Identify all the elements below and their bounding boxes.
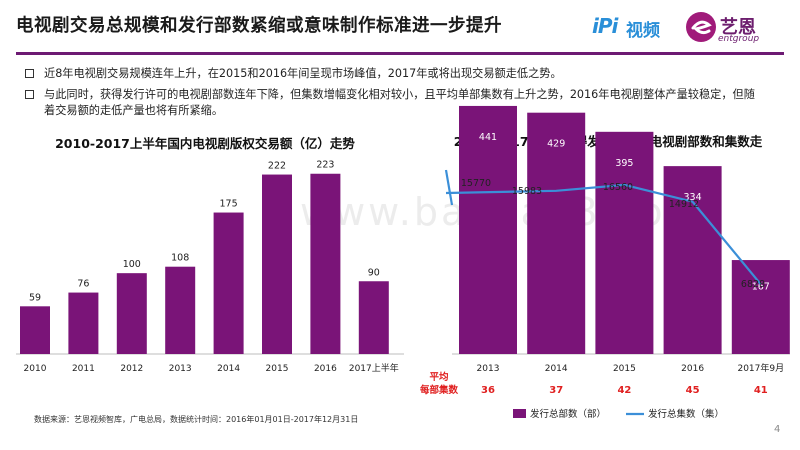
bullet-list: 近8年电视剧交易规模连年上升，在2015和2016年间呈现市场峰值，2017年或… xyxy=(25,66,764,124)
page-number: 4 xyxy=(774,424,781,435)
bar-data-label: 59 xyxy=(29,292,41,303)
brand-logo: iPi 视频 艺恩 entgroup xyxy=(592,8,792,48)
x-tick-label: 2015 xyxy=(266,364,289,374)
bar xyxy=(165,266,196,354)
x-tick-label: 2010 xyxy=(24,364,47,374)
bar-data-label: 76 xyxy=(77,279,89,290)
page-title: 电视剧交易总规模和发行部数紧缩或意味制作标准进一步提升 xyxy=(16,16,502,36)
line-data-label: 15983 xyxy=(512,186,542,197)
bar xyxy=(731,260,790,354)
bar-data-label: 395 xyxy=(615,158,633,169)
header-divider xyxy=(16,52,784,55)
bullet-item: 近8年电视剧交易规模连年上升，在2015和2016年间呈现市场峰值，2017年或… xyxy=(25,66,764,82)
line-data-label: 16560 xyxy=(603,182,633,193)
series-line-lead xyxy=(444,169,454,206)
avg-value: 42 xyxy=(617,385,631,396)
bar-data-label: 334 xyxy=(684,192,702,203)
logo-ipi-text: iPi xyxy=(592,14,618,38)
bar xyxy=(20,306,50,354)
bar xyxy=(358,281,389,354)
bar-data-label: 90 xyxy=(368,267,380,278)
x-tick-label: 2014 xyxy=(217,364,240,374)
avg-value: 37 xyxy=(549,385,563,396)
bar-data-label: 175 xyxy=(220,199,238,210)
legend-bar-swatch xyxy=(513,409,526,418)
line-data-label: 15770 xyxy=(461,178,491,189)
logo-sub-text: entgroup xyxy=(718,34,760,44)
logo-name-text: 艺恩 xyxy=(720,17,756,38)
x-tick-label: 2013 xyxy=(169,364,192,374)
logo-video-text: 视频 xyxy=(626,21,660,41)
bar xyxy=(595,131,654,354)
bullet-square-icon xyxy=(25,69,34,78)
bullet-item: 与此同时，获得发行许可的电视剧部数连年下降，但集数增幅变化相对较小，且平均单部集… xyxy=(25,87,764,119)
bar xyxy=(459,105,517,354)
x-tick-label: 2015 xyxy=(613,364,636,374)
legend-bar-label: 发行总部数（部） xyxy=(530,408,606,420)
line-data-label: 6828 xyxy=(741,279,765,290)
bar xyxy=(116,273,147,354)
x-tick-label: 2016 xyxy=(314,364,337,374)
x-tick-label: 2016 xyxy=(681,364,704,374)
bar xyxy=(262,174,292,354)
bar xyxy=(213,212,244,354)
x-tick-label: 2012 xyxy=(120,364,143,374)
bar-data-label: 429 xyxy=(547,139,565,150)
bullet-text: 与此同时，获得发行许可的电视剧部数连年下降，但集数增幅变化相对较小，且平均单部集… xyxy=(44,88,755,117)
line-data-label: 14912 xyxy=(669,199,699,210)
x-tick-label: 2011 xyxy=(72,364,95,374)
bar xyxy=(527,112,586,354)
bar-data-label: 167 xyxy=(752,281,770,292)
avg-label-line2: 每部集数 xyxy=(420,384,459,396)
bar-data-label: 223 xyxy=(316,160,334,171)
entgroup-logo-icon xyxy=(686,12,716,42)
bullet-square-icon xyxy=(25,90,34,99)
avg-value: 36 xyxy=(481,385,495,396)
x-tick-label: 2017上半年 xyxy=(349,362,399,374)
bar xyxy=(310,173,341,354)
avg-label-line1: 平均 xyxy=(429,371,449,383)
bar-data-label: 441 xyxy=(479,132,497,143)
left-chart-title: 2010-2017上半年国内电视剧版权交易额（亿）走势 xyxy=(55,136,355,151)
bar-data-label: 108 xyxy=(171,253,189,264)
bullet-text: 近8年电视剧交易规模连年上升，在2015和2016年间呈现市场峰值，2017年或… xyxy=(44,67,562,80)
legend-line-label: 发行总集数（集） xyxy=(648,408,724,420)
x-tick-label: 2014 xyxy=(545,364,568,374)
bar-data-label: 100 xyxy=(123,259,141,270)
avg-value: 45 xyxy=(686,385,700,396)
x-tick-label: 2013 xyxy=(477,364,500,374)
series-line xyxy=(445,183,762,285)
bar xyxy=(68,292,99,354)
bar-data-label: 222 xyxy=(268,161,286,172)
source-note: 数据来源：艺恩视频智库，广电总局，数据统计时间：2016年01月01日-2017… xyxy=(34,415,359,424)
avg-value: 41 xyxy=(754,385,768,396)
x-tick-label: 2017年9月 xyxy=(737,362,784,374)
